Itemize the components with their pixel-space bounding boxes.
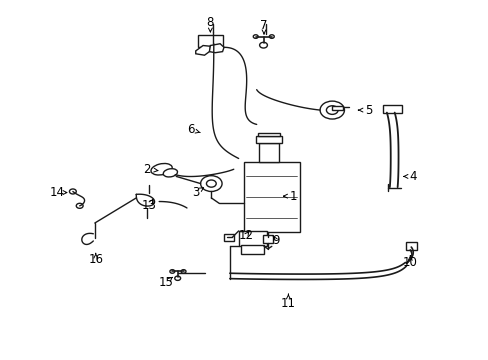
Circle shape bbox=[76, 203, 83, 208]
Text: 7: 7 bbox=[260, 19, 267, 32]
Polygon shape bbox=[209, 44, 224, 53]
Text: 15: 15 bbox=[159, 276, 174, 289]
Text: 1: 1 bbox=[289, 190, 296, 203]
Text: 12: 12 bbox=[238, 229, 253, 242]
Text: 5: 5 bbox=[365, 104, 372, 117]
Bar bbox=[224, 234, 233, 241]
Text: 6: 6 bbox=[187, 123, 194, 136]
Text: 14: 14 bbox=[49, 186, 64, 199]
Bar bbox=[256, 136, 281, 143]
Bar bbox=[331, 106, 342, 110]
Bar bbox=[198, 35, 222, 47]
Circle shape bbox=[69, 189, 76, 194]
Text: 2: 2 bbox=[143, 163, 150, 176]
Circle shape bbox=[174, 276, 180, 280]
Text: 11: 11 bbox=[280, 297, 295, 310]
Circle shape bbox=[206, 180, 216, 187]
Text: 9: 9 bbox=[272, 234, 279, 247]
Text: 8: 8 bbox=[206, 16, 214, 29]
Circle shape bbox=[269, 35, 274, 39]
Circle shape bbox=[320, 101, 344, 119]
Text: 10: 10 bbox=[402, 256, 417, 269]
Bar bbox=[259, 143, 278, 162]
Bar bbox=[238, 231, 266, 246]
Bar bbox=[263, 235, 272, 243]
Polygon shape bbox=[195, 45, 210, 55]
Text: 16: 16 bbox=[88, 253, 103, 266]
Circle shape bbox=[181, 270, 185, 273]
Circle shape bbox=[326, 106, 337, 114]
Ellipse shape bbox=[163, 169, 177, 177]
Bar bbox=[241, 245, 264, 253]
Bar bbox=[383, 105, 401, 113]
Circle shape bbox=[259, 42, 267, 48]
Ellipse shape bbox=[151, 163, 172, 175]
FancyBboxPatch shape bbox=[243, 162, 299, 232]
Bar bbox=[258, 133, 279, 136]
Bar bbox=[406, 242, 416, 250]
Text: 13: 13 bbox=[142, 199, 157, 212]
Circle shape bbox=[169, 270, 174, 273]
Circle shape bbox=[253, 35, 258, 39]
Text: 4: 4 bbox=[408, 170, 416, 183]
Circle shape bbox=[200, 176, 222, 192]
Text: 3: 3 bbox=[192, 186, 199, 199]
